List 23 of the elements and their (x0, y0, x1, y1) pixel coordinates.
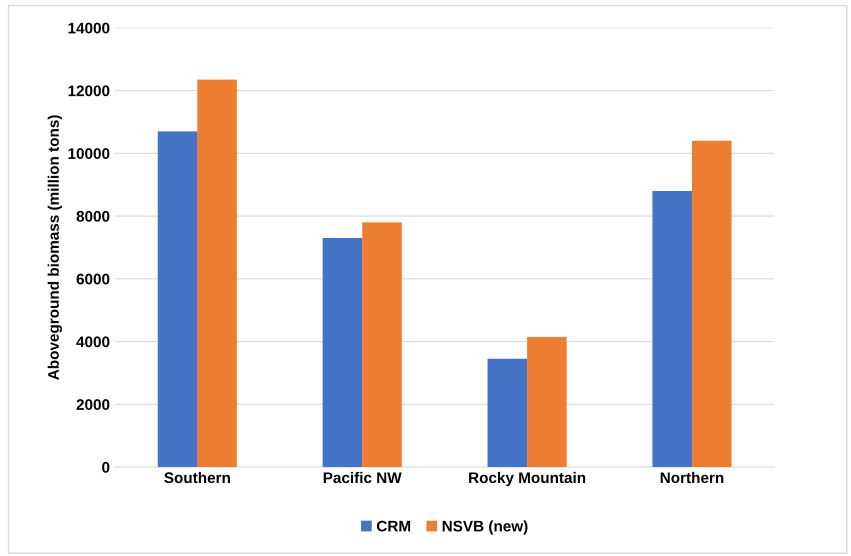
y-tick-label: 8000 (76, 210, 110, 222)
x-tick-label: Southern (164, 472, 230, 484)
y-tick-label: 6000 (76, 274, 110, 284)
y-tick-label: 12000 (68, 85, 110, 96)
x-tick-label: Rocky Mountain (469, 472, 586, 486)
y-tick-label: 14000 (68, 22, 110, 34)
bar (322, 238, 362, 468)
bar (527, 336, 567, 468)
legend-label: NSVB (new) (442, 520, 528, 535)
bar (158, 131, 198, 468)
bar (692, 140, 732, 468)
y-tick-label: 4000 (76, 336, 110, 348)
y-tick-label: 10000 (68, 148, 110, 159)
x-tick-label: Northern (660, 472, 724, 484)
legend-label: CRM (376, 520, 410, 532)
y-axis-title: Aboveground biomass (million tons) (48, 115, 62, 380)
x-tick-label: Pacific NW (324, 472, 402, 484)
bar (488, 358, 528, 468)
y-tick-label: 2000 (76, 399, 110, 410)
bar (652, 190, 692, 468)
bar (362, 222, 402, 468)
bar (197, 80, 237, 468)
y-tick-label: 0 (102, 462, 110, 473)
